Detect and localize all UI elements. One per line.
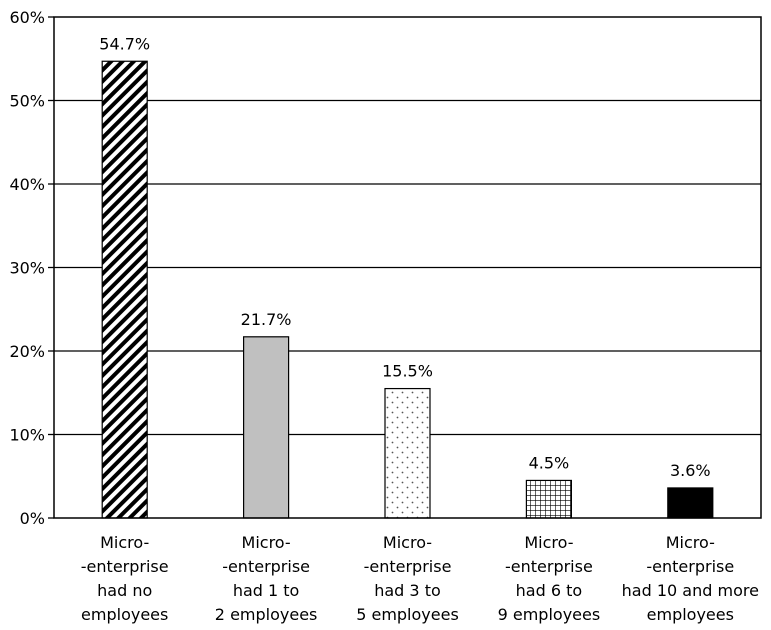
category-label-line: 5 employees xyxy=(356,605,459,624)
category-label-line: -enterprise xyxy=(222,557,310,576)
y-tick-label: 50% xyxy=(9,92,45,111)
category-label: Micro- -enterprise had 6 to 9 employees xyxy=(498,533,601,624)
bars: 54.7% 21.7% 15.5% 4.5% 3.6% xyxy=(99,34,714,519)
category-label-line: employees xyxy=(81,605,168,624)
y-tick-label: 30% xyxy=(9,259,45,278)
y-tick-label: 0% xyxy=(20,509,45,528)
data-label: 4.5% xyxy=(529,453,570,472)
gridlines xyxy=(54,99,761,436)
y-tick-label: 20% xyxy=(9,342,45,361)
category-label-line: Micro- xyxy=(242,533,291,552)
category-label-line: 2 employees xyxy=(215,605,318,624)
category-label-line: Micro- xyxy=(524,533,573,552)
data-label: 54.7% xyxy=(99,34,150,53)
category-label-line: had no xyxy=(97,581,152,600)
data-label: 15.5% xyxy=(382,362,433,381)
y-tick-label: 10% xyxy=(9,426,45,445)
category-label-line: Micro- xyxy=(100,533,149,552)
category-label: Micro- -enterprise had 1 to 2 employees xyxy=(215,533,318,624)
category-label-line: -enterprise xyxy=(364,557,452,576)
category-label-line: had 10 and more xyxy=(622,581,759,600)
category-label-line: had 1 to xyxy=(233,581,300,600)
bar xyxy=(384,387,431,519)
category-label-line: had 3 to xyxy=(374,581,441,600)
category-label-line: 9 employees xyxy=(498,605,601,624)
y-tick-label: 40% xyxy=(9,175,45,194)
category-label: Micro- -enterprise had 10 and more employee… xyxy=(622,533,759,624)
plot-frame xyxy=(53,16,762,519)
category-label-line: Micro- xyxy=(666,533,715,552)
category-label-line: -enterprise xyxy=(81,557,169,576)
bar xyxy=(101,60,148,519)
category-label: Micro- -enterprise had 3 to 5 employees xyxy=(356,533,459,624)
category-label-line: -enterprise xyxy=(646,557,734,576)
category-label-line: had 6 to xyxy=(516,581,583,600)
category-label: Micro- -enterprise had no employees xyxy=(81,533,169,624)
category-label-line: Micro- xyxy=(383,533,432,552)
bar xyxy=(667,487,714,519)
data-label: 21.7% xyxy=(241,310,292,329)
category-label-line: employees xyxy=(647,605,734,624)
bar xyxy=(525,479,573,519)
y-tick-label: 60% xyxy=(9,8,45,27)
axes: 0% 10% 20% 30% 40% 50% 60% Micro- -enterprise had… xyxy=(9,8,762,624)
bar xyxy=(243,336,290,519)
category-label-line: -enterprise xyxy=(505,557,593,576)
data-label: 3.6% xyxy=(670,461,711,480)
